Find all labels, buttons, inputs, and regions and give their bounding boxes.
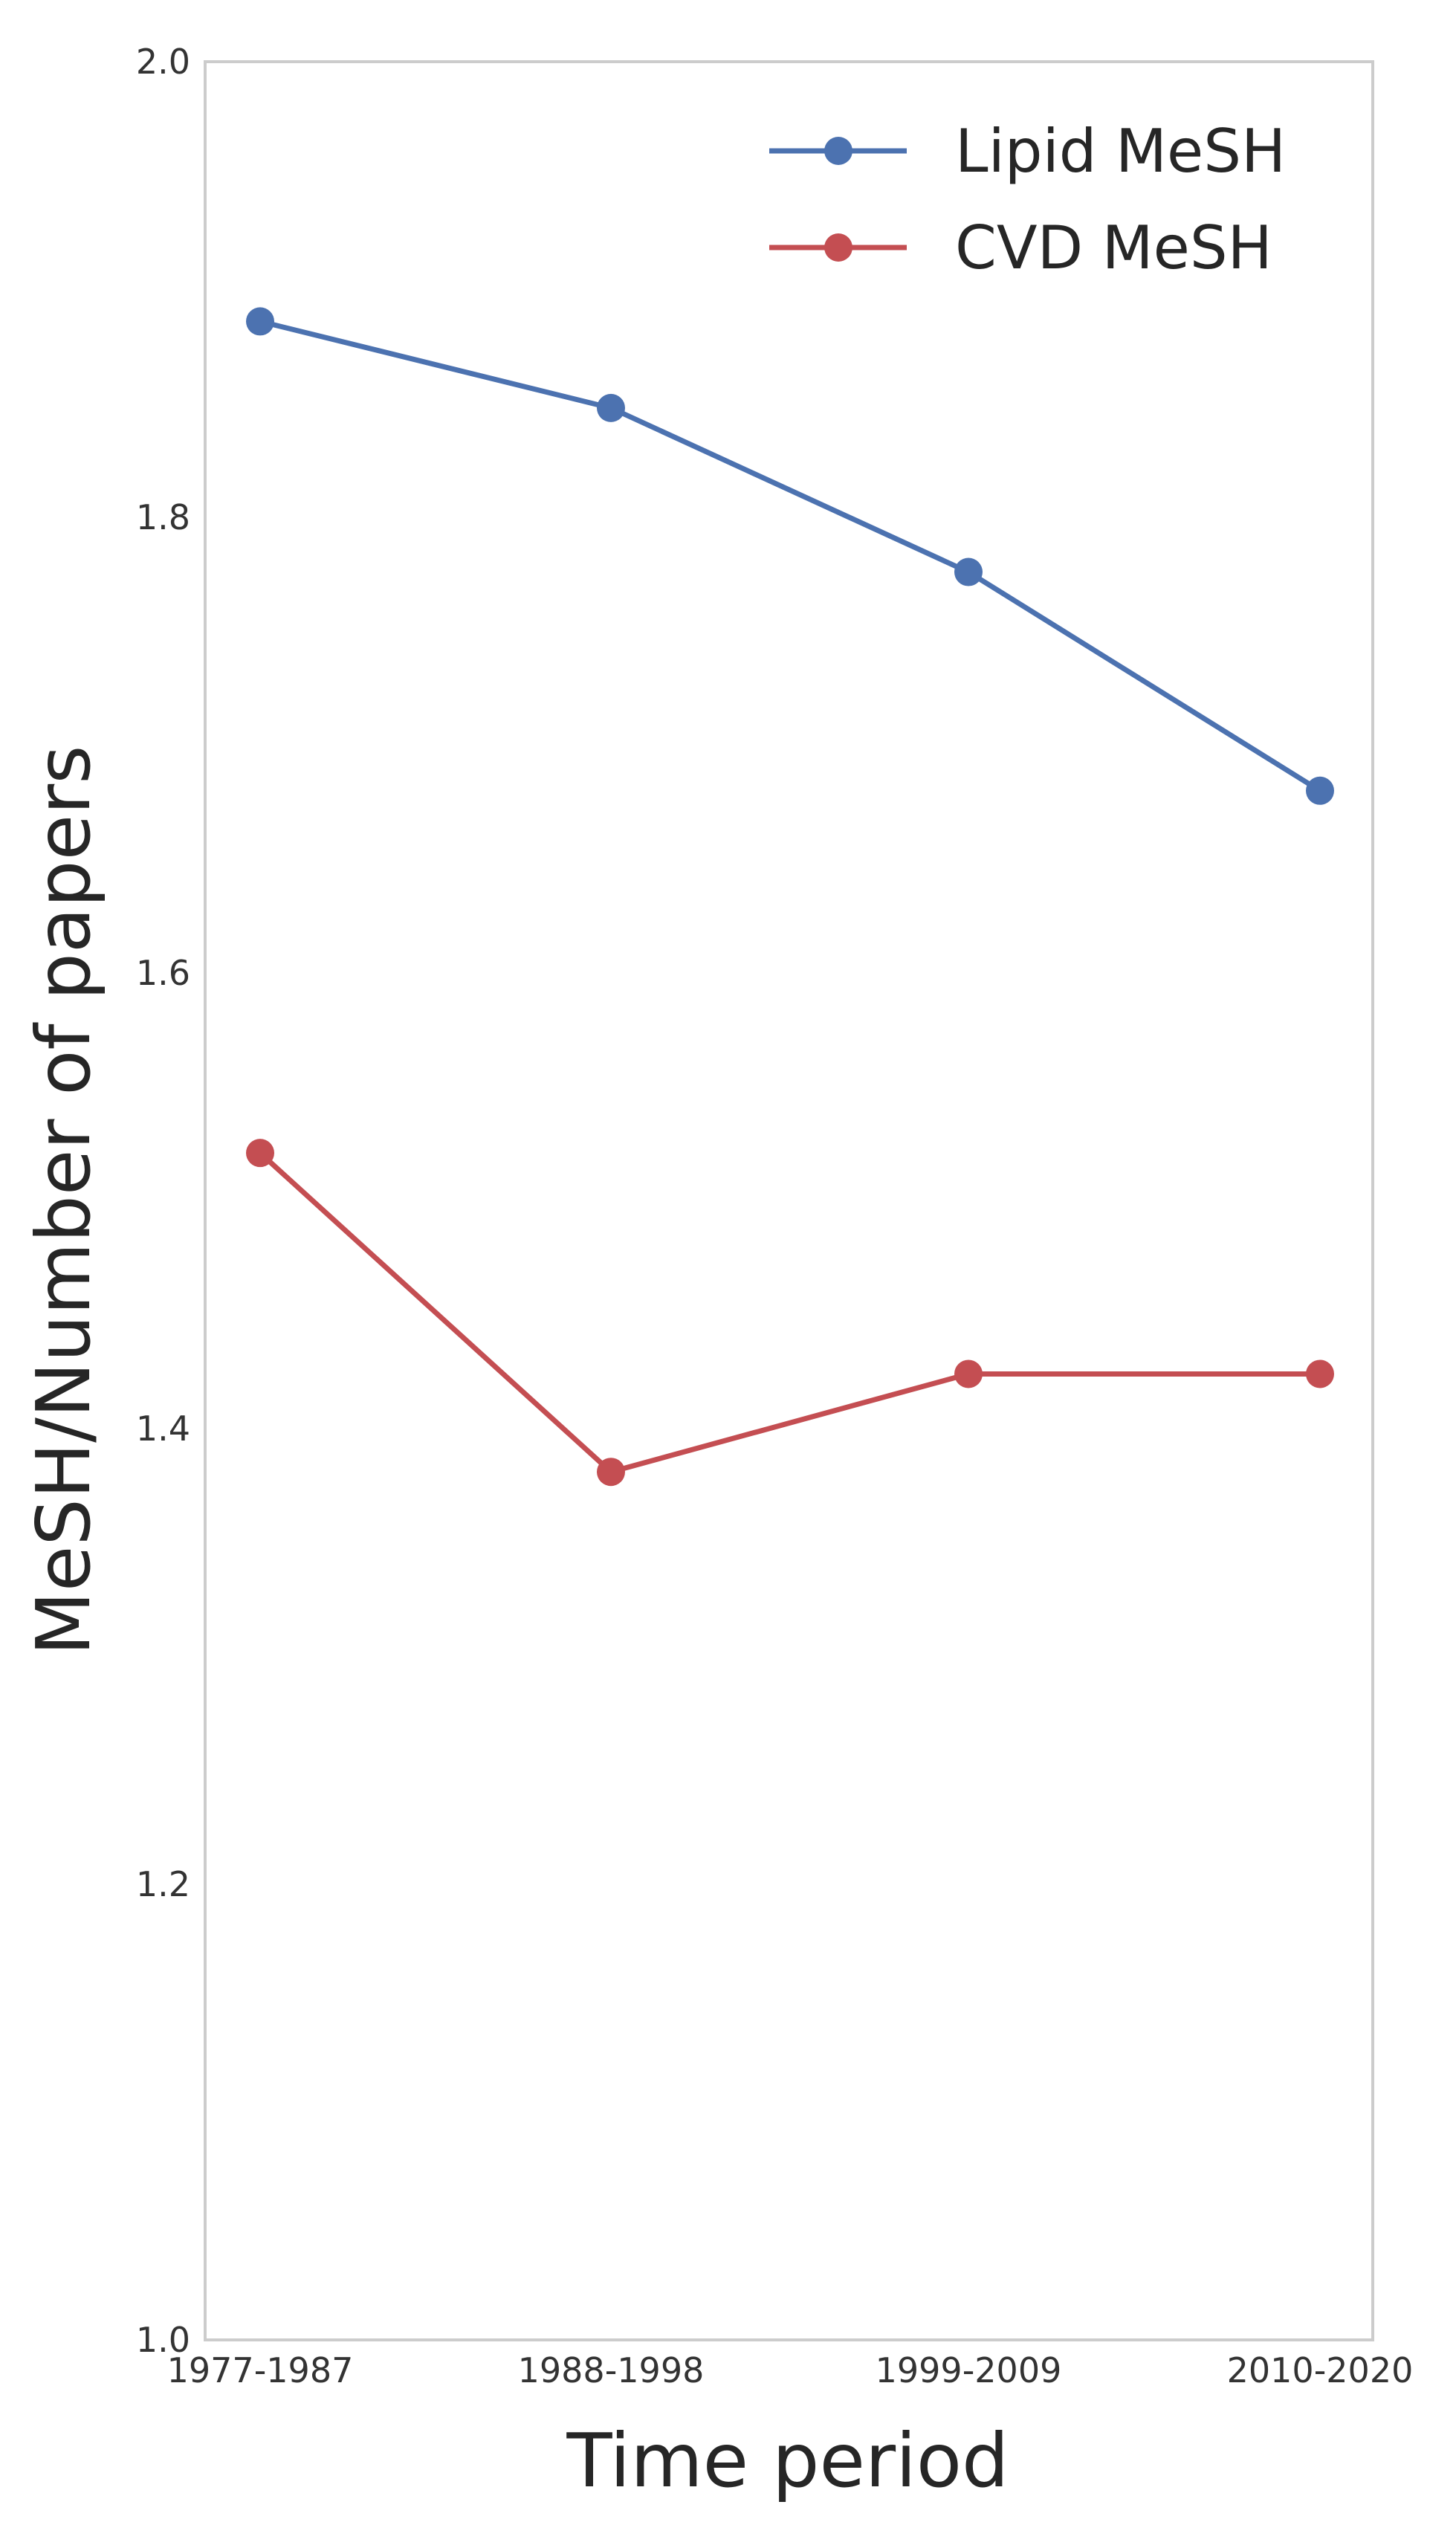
x-axis-title: Time period (566, 2417, 1009, 2504)
data-point (954, 1359, 983, 1388)
x-tick-label: 2010-2020 (1227, 2350, 1414, 2390)
x-tick-label: 1988-1998 (518, 2350, 705, 2390)
y-tick-labels: 1.0 1.2 1.4 1.6 1.8 2.0 (136, 42, 190, 2360)
data-point (597, 1458, 625, 1487)
data-point (954, 557, 983, 586)
y-axis-title: MeSH/Number of papers (20, 746, 107, 1656)
y-tick-label: 1.2 (136, 1864, 190, 1904)
legend-marker (824, 137, 852, 165)
legend-label: CVD MeSH (955, 213, 1272, 282)
x-tick-labels: 1977-1987 1988-1998 1999-2009 2010-2020 (167, 2350, 1414, 2390)
data-point (246, 1139, 274, 1168)
series-2 (246, 1139, 1334, 1487)
data-series (246, 307, 1334, 1487)
legend-marker (824, 233, 852, 262)
data-point (1306, 1359, 1334, 1388)
data-point (597, 393, 625, 422)
legend-label: Lipid MeSH (955, 117, 1286, 186)
y-tick-label: 1.0 (136, 2320, 190, 2360)
y-tick-label: 1.6 (136, 953, 190, 993)
x-tick-label: 1977-1987 (167, 2350, 354, 2390)
y-tick-label: 1.8 (136, 497, 190, 537)
x-tick-label: 1999-2009 (876, 2350, 1062, 2390)
y-tick-label: 2.0 (136, 42, 190, 82)
series-line (257, 318, 1323, 794)
series-1 (246, 307, 1334, 805)
y-tick-label: 1.4 (136, 1409, 190, 1449)
data-point (246, 307, 274, 336)
series-line (257, 1150, 1323, 1475)
legend: Lipid MeSH CVD MeSH (769, 117, 1286, 282)
plot-frame (204, 60, 1374, 2341)
data-point (1306, 776, 1334, 805)
